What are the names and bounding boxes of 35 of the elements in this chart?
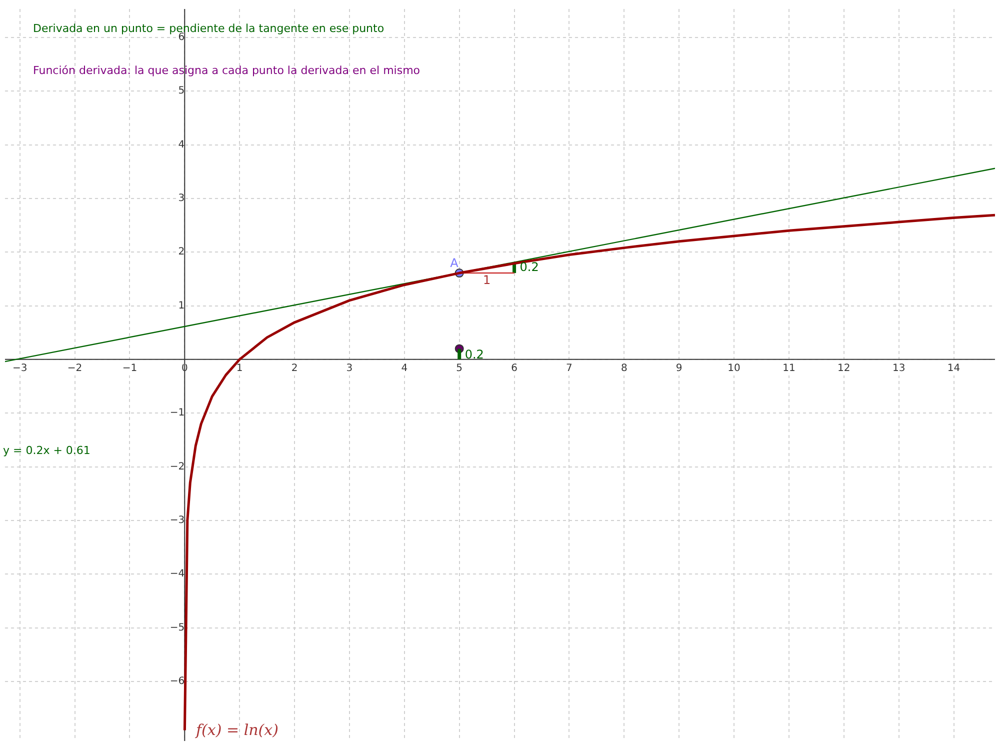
- y-tick-label: 5: [178, 86, 185, 97]
- x-tick-label: 4: [401, 363, 408, 374]
- y-tick-label: −3: [170, 515, 185, 526]
- annotation: 1: [483, 273, 491, 288]
- x-tick-label: 7: [566, 363, 572, 374]
- x-tick-label: 6: [511, 363, 518, 374]
- y-tick-label: −1: [170, 408, 185, 419]
- x-tick-label: −1: [122, 363, 138, 374]
- x-tick-label: 3: [346, 363, 353, 374]
- annotation: y = 0.2x + 0.61: [3, 444, 90, 457]
- x-tick-label: 10: [728, 363, 740, 374]
- y-tick-label: −5: [170, 622, 185, 634]
- y-tick-label: 6: [178, 32, 185, 44]
- y-tick-label: −6: [170, 676, 185, 688]
- x-tick-label: 9: [676, 363, 682, 374]
- x-tick-label: 12: [838, 363, 850, 374]
- annotation: 0.2: [464, 347, 484, 362]
- y-tick-label: 2: [178, 246, 185, 258]
- x-tick-label: −3: [12, 363, 28, 374]
- series-label: A: [450, 256, 460, 270]
- x-tick-label: 14: [947, 363, 960, 374]
- y-tick-label: 4: [178, 139, 185, 150]
- x-tick-label: 1: [236, 363, 243, 374]
- x-tick-label: 2: [291, 363, 298, 374]
- annotation: 0.2: [520, 260, 539, 274]
- y-tick-label: 1: [178, 300, 185, 312]
- x-tick-label: 5: [456, 363, 463, 374]
- x-tick-label: 13: [892, 363, 906, 374]
- y-tick-label: 3: [178, 193, 185, 204]
- x-tick-label: −2: [67, 363, 82, 374]
- x-tick-label: 11: [782, 363, 796, 374]
- x-tick-label: 8: [620, 363, 628, 374]
- y-tick-label: −4: [170, 568, 185, 580]
- y-tick-label: −2: [170, 461, 185, 472]
- annotation: f(x) = ln(x): [195, 720, 279, 739]
